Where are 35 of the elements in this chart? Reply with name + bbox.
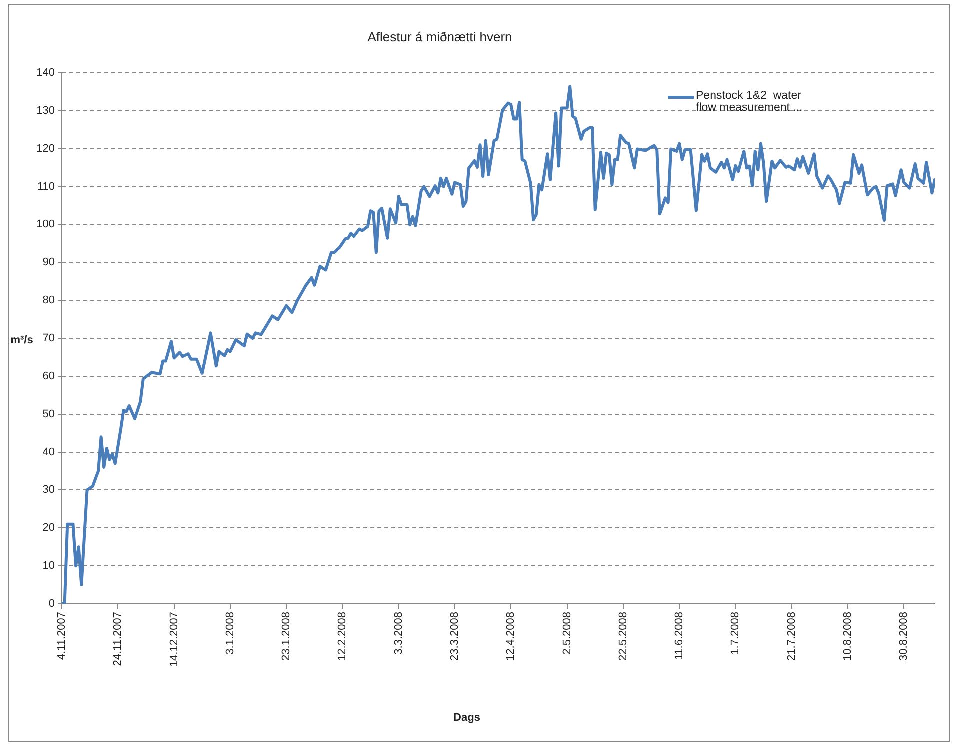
y-tick-label: 50 xyxy=(42,408,55,420)
x-tick-label: 23.1.2008 xyxy=(280,612,293,661)
legend-label: Penstock 1&2 water flow measurement ... xyxy=(696,90,804,114)
x-tick-label: 22.5.2008 xyxy=(617,612,630,661)
x-tick-label: 3.1.2008 xyxy=(224,612,236,655)
y-tick-label: 90 xyxy=(42,256,55,269)
y-tick-label: 110 xyxy=(37,180,55,193)
x-tick-label: 12.4.2008 xyxy=(505,612,518,661)
y-tick-label: 70 xyxy=(42,332,55,345)
x-tick-label: 12.2.2008 xyxy=(336,612,349,661)
y-tick-label: 80 xyxy=(42,294,55,307)
y-tick-label: 20 xyxy=(42,522,55,534)
x-tick-label: 3.3.2008 xyxy=(392,612,405,655)
x-tick-label: 30.8.2008 xyxy=(898,612,910,661)
x-tick-label: 14.12.2007 xyxy=(168,612,180,668)
x-tick-label: 23.3.2008 xyxy=(449,612,462,661)
y-tick-label: 140 xyxy=(36,67,55,80)
y-tick-label: 0 xyxy=(48,598,55,610)
y-tick-label: 30 xyxy=(42,484,55,496)
y-tick-label: 60 xyxy=(42,370,55,382)
y-tick-label: 100 xyxy=(36,218,55,231)
y-tick-label: 120 xyxy=(36,142,55,155)
x-tick-label: 10.8.2008 xyxy=(842,612,854,661)
x-tick-label: 21.7.2008 xyxy=(786,612,798,661)
x-tick-label: 11.6.2008 xyxy=(674,612,686,660)
y-tick-label: 130 xyxy=(36,104,55,117)
x-tick-label: 4.11.2007 xyxy=(56,612,68,660)
y-axis-title: m³/s xyxy=(10,334,34,347)
x-tick-label: 2.5.2008 xyxy=(561,612,574,655)
y-tick-label: 40 xyxy=(42,446,55,458)
y-tick-label: 10 xyxy=(42,560,55,572)
x-axis-title: Dags xyxy=(454,712,480,724)
x-tick-label: 24.11.2007 xyxy=(112,612,124,666)
x-tick-label: 1.7.2008 xyxy=(730,612,742,655)
chart-title: Aflestur á miðnætti hvern xyxy=(368,30,512,45)
